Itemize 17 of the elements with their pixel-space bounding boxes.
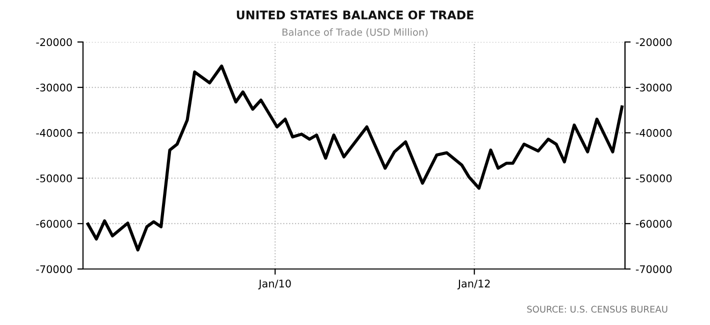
y-tick-label: -40000 [36, 129, 72, 137]
y2-tick-label: -50000 [636, 174, 672, 182]
y2-tick-label: -20000 [636, 38, 672, 46]
y-tick-label: -60000 [36, 220, 72, 228]
y-tick-label: -50000 [36, 174, 72, 182]
y-tick-label: -20000 [36, 38, 72, 46]
source-note: SOURCE: U.S. CENSUS BUREAU [527, 306, 668, 313]
y-tick-label: -70000 [36, 265, 72, 274]
y2-tick-label: -40000 [636, 129, 672, 137]
y2-tick-label: -60000 [636, 220, 672, 228]
y2-tick-label: -30000 [636, 84, 672, 92]
chart-subtitle: Balance of Trade (USD Million) [282, 28, 428, 37]
chart-title: UNITED STATES BALANCE OF TRADE [236, 10, 474, 20]
y-tick-label: -30000 [36, 84, 72, 92]
x-tick-label: Jan/10 [258, 280, 291, 290]
x-tick-label: Jan/12 [457, 280, 490, 290]
y2-tick-label: -70000 [636, 265, 672, 274]
